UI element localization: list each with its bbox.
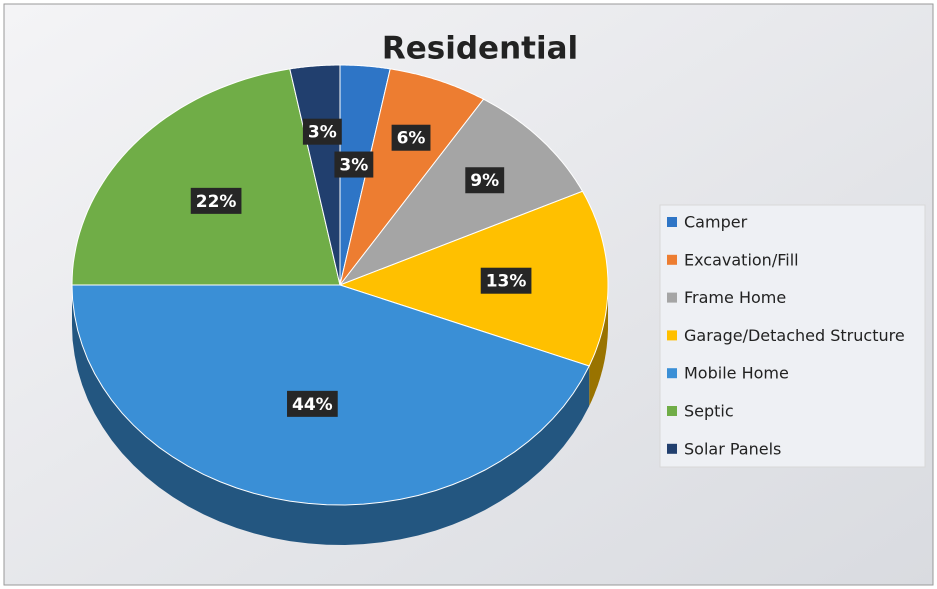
data-label-box	[334, 151, 374, 178]
data-label-box	[190, 187, 242, 214]
data-label-text: 13%	[486, 272, 527, 292]
legend-swatch	[667, 330, 677, 341]
legend-swatch	[667, 406, 677, 416]
pie-side	[589, 285, 608, 406]
legend-box	[659, 204, 926, 468]
pie-slice	[339, 68, 485, 286]
legend-label: Garage/Detached Structure	[684, 326, 905, 345]
data-label: 3%	[334, 151, 374, 178]
data-label-text: 9%	[470, 171, 499, 191]
legend-swatch	[667, 292, 677, 303]
data-label-box	[302, 118, 342, 145]
data-label-text: 22%	[196, 192, 237, 212]
pie-slice	[338, 190, 609, 367]
data-label: 44%	[287, 390, 338, 417]
data-label-text: 6%	[397, 129, 426, 149]
data-label: 6%	[391, 124, 431, 151]
pie-side	[72, 285, 590, 545]
chart-title: Residential	[382, 31, 578, 67]
data-label-text: 3%	[308, 123, 337, 143]
legend-label: Mobile Home	[684, 364, 789, 383]
legend-swatch	[667, 217, 677, 227]
legend-label: Excavation/Fill	[684, 250, 799, 269]
legend-label: Camper	[684, 213, 748, 232]
legend-swatch	[667, 368, 677, 379]
legend-label: Frame Home	[684, 288, 786, 307]
legend-swatch	[667, 254, 677, 265]
legend-swatch	[667, 443, 677, 454]
data-label-text: 3%	[339, 156, 368, 176]
data-label: 13%	[480, 267, 532, 294]
pie-slice	[71, 68, 341, 286]
data-label: 22%	[190, 187, 242, 214]
legend-label: Septic	[684, 402, 734, 421]
legend-label: Solar Panels	[684, 439, 781, 458]
data-label-box	[480, 267, 532, 294]
data-label-box	[465, 167, 505, 194]
data-label-text: 44%	[292, 395, 333, 415]
pie-slice	[338, 98, 584, 287]
data-label: 3%	[302, 118, 342, 145]
data-label-box	[287, 390, 338, 417]
data-label-box	[391, 124, 431, 151]
data-label: 9%	[465, 167, 505, 194]
